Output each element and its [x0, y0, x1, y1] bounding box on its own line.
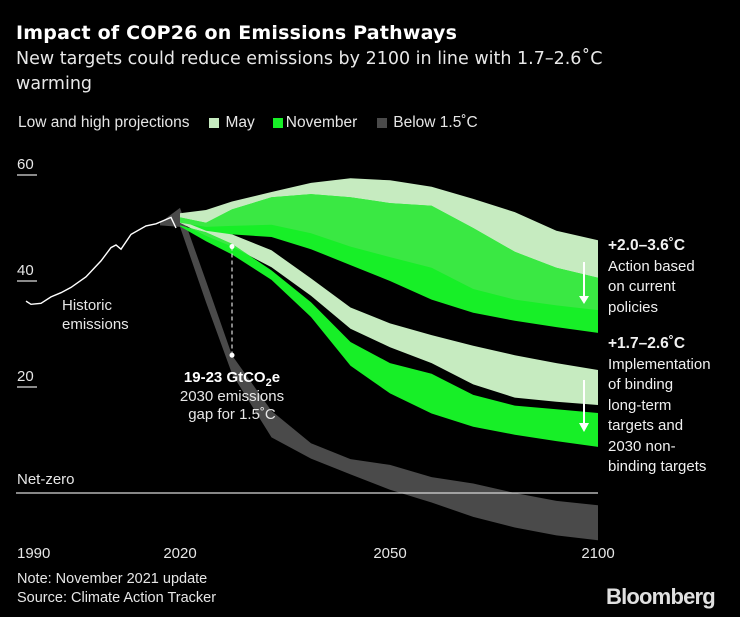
current-policies-line: Action based — [608, 257, 695, 275]
band-november-pledges-and-targets — [180, 225, 598, 447]
historic-label-line-1: Historic — [62, 297, 113, 314]
note-text: Note: November 2021 update — [17, 571, 208, 587]
gap-label-value: 19-23 GtCO2e — [184, 369, 280, 389]
x-tick-label: 2020 — [163, 545, 196, 562]
current-policies-line: policies — [608, 298, 659, 316]
pledges-line: long-term — [608, 396, 672, 414]
gap-unit-suffix: e — [272, 369, 280, 386]
y-tick-label: 20 — [17, 368, 34, 385]
pledges-line: of binding — [608, 376, 674, 393]
net-zero-label: Net-zero — [17, 471, 75, 488]
pledges-annotation: +1.7–2.6˚C Implementation of binding lon… — [608, 334, 711, 478]
x-tick-label: 2050 — [373, 545, 406, 562]
arrow-down-icon — [579, 380, 589, 432]
gap-marker-dot — [229, 244, 235, 250]
legend-label-november: November — [285, 114, 358, 131]
band-may-pledges-and-targets — [180, 220, 598, 405]
chart-subtitle-line-2: warming — [16, 74, 93, 94]
x-tick-label: 1990 — [17, 545, 50, 562]
y-tick-label: 40 — [17, 262, 34, 279]
band-below-1-5-c — [160, 207, 598, 541]
pledges-line: 2030 non- — [608, 437, 676, 455]
legend-heading: Low and high projections — [18, 114, 190, 131]
legend: Low and high projections May November Be… — [18, 114, 478, 132]
gap-marker-dot — [229, 352, 235, 358]
historic-label-line-2: emissions — [62, 316, 129, 333]
pledges-line: targets and — [608, 417, 684, 434]
historic-emissions-line — [25, 216, 177, 306]
current-policies-line: on current — [608, 278, 676, 295]
bloomberg-logo: Bloomberg — [606, 584, 716, 609]
source-text: Source: Climate Action Tracker — [17, 590, 217, 606]
legend-swatch-november — [272, 118, 283, 128]
pledges-range: +1.7–2.6˚C — [608, 335, 686, 352]
arrow-down-icon — [579, 262, 589, 304]
x-tick-label: 2100 — [581, 545, 614, 562]
chart-title: Impact of COP26 on Emissions Pathways — [16, 22, 458, 44]
gap-unit-subscript: 2 — [266, 377, 272, 389]
current-policies-annotation: +2.0–3.6˚C Action based on current polic… — [608, 236, 695, 318]
gap-unit: 19-23 GtCO — [184, 369, 266, 386]
chart-subtitle-line-1: New targets could reduce emissions by 21… — [16, 49, 603, 69]
y-tick-label: 60 — [17, 156, 34, 173]
legend-label-below-1-5: Below 1.5˚C — [393, 114, 478, 131]
gap-label-line-2: gap for 1.5˚C — [188, 406, 276, 423]
pledges-line: binding targets — [608, 458, 707, 475]
legend-swatch-may — [209, 118, 220, 128]
legend-swatch-below-1-5 — [377, 118, 388, 128]
pledges-line: Implementation — [608, 355, 711, 373]
gap-label-line-1: 2030 emissions — [180, 388, 284, 405]
current-policies-range: +2.0–3.6˚C — [608, 237, 686, 254]
legend-label-may: May — [225, 114, 255, 131]
band-november-current-policies — [180, 194, 598, 333]
